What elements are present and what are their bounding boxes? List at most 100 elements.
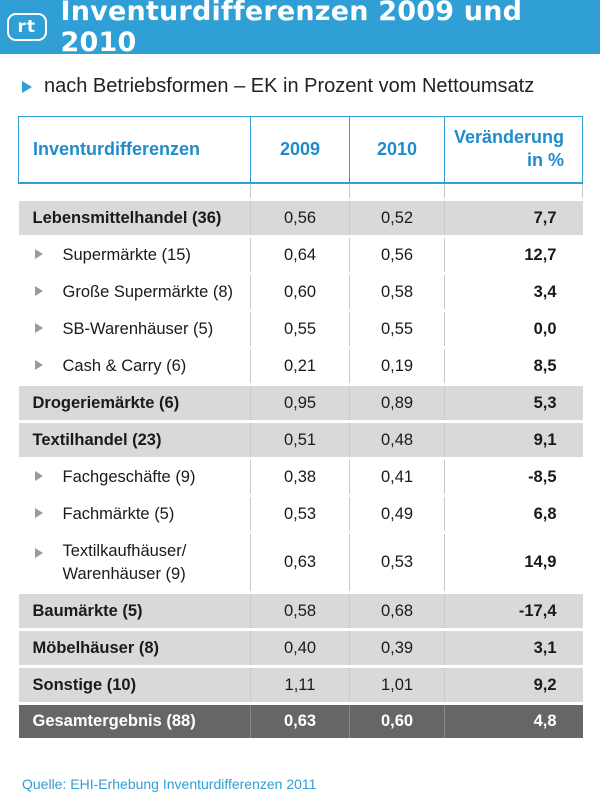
row-label: Baumärkte (5) bbox=[18, 592, 251, 631]
row-label-text: Cash & Carry (6) bbox=[62, 356, 187, 375]
group-row: Möbelhäuser (8) 0,40 0,39 3,1 bbox=[18, 629, 583, 668]
subcategory-row: Supermärkte (15) 0,64 0,56 12,7 bbox=[18, 236, 583, 275]
value-2009: 0,63 bbox=[250, 703, 350, 741]
row-label: Fachmärkte (5) bbox=[18, 495, 251, 534]
value-2010: 0,55 bbox=[349, 310, 445, 349]
change-value: 3,4 bbox=[444, 273, 583, 312]
change-value: 12,7 bbox=[444, 236, 583, 275]
value-2009: 0,55 bbox=[250, 310, 350, 349]
row-arrow-icon bbox=[34, 323, 43, 334]
group-row: Drogeriemärkte (6) 0,95 0,89 5,3 bbox=[18, 384, 583, 423]
subtitle: nach Betriebsformen – EK in Prozent vom … bbox=[22, 75, 534, 98]
row-label-text: Textilhandel (23) bbox=[32, 430, 162, 449]
change-value: -8,5 bbox=[444, 458, 583, 497]
value-2009: 1,11 bbox=[250, 666, 350, 705]
change-value: -17,4 bbox=[444, 592, 583, 631]
value-2009: 0,58 bbox=[250, 592, 350, 631]
value-2010: 0,58 bbox=[349, 273, 445, 312]
subcategory-row: Große Supermärkte (8) 0,60 0,58 3,4 bbox=[18, 273, 583, 312]
value-2009: 0,21 bbox=[250, 347, 350, 386]
value-2010: 0,48 bbox=[349, 421, 445, 460]
row-label: Große Supermärkte (8) bbox=[18, 273, 251, 312]
row-arrow-icon bbox=[34, 249, 43, 260]
page-title: Inventurdifferenzen 2009 und 2010 bbox=[60, 0, 523, 58]
subcategory-row: SB-Warenhäuser (5) 0,55 0,55 0,0 bbox=[18, 310, 583, 349]
value-2009: 0,38 bbox=[250, 458, 350, 497]
row-label-text: SB-Warenhäuser (5) bbox=[62, 319, 214, 338]
change-value: 3,1 bbox=[444, 629, 583, 668]
change-value: 14,9 bbox=[444, 532, 583, 594]
row-arrow-icon bbox=[34, 360, 43, 371]
row-arrow-icon bbox=[34, 286, 43, 297]
group-row: Lebensmittelhandel (36) 0,56 0,52 7,7 bbox=[18, 199, 583, 238]
subtitle-text: nach Betriebsformen – EK in Prozent vom … bbox=[44, 75, 535, 97]
total-row: Gesamtergebnis (88) 0,63 0,60 4,8 bbox=[18, 703, 583, 741]
triangle-bullet-icon bbox=[22, 80, 32, 93]
row-label-text: Möbelhäuser (8) bbox=[32, 638, 160, 657]
row-label-text: Supermärkte (15) bbox=[62, 245, 191, 264]
change-value: 9,1 bbox=[444, 421, 583, 460]
row-label: Möbelhäuser (8) bbox=[18, 629, 251, 668]
data-table-container: Inventurdifferenzen 2009 2010 Veränderun… bbox=[18, 116, 583, 741]
row-label-text: Drogeriemärkte (6) bbox=[32, 393, 180, 412]
group-row: Textilhandel (23) 0,51 0,48 9,1 bbox=[18, 421, 583, 460]
value-2009: 0,53 bbox=[250, 495, 350, 534]
value-2010: 1,01 bbox=[349, 666, 445, 705]
subcategory-row: Fachgeschäfte (9) 0,38 0,41 -8,5 bbox=[18, 458, 583, 497]
change-value: 7,7 bbox=[444, 199, 583, 238]
row-label: Supermärkte (15) bbox=[18, 236, 251, 275]
row-label-text: Gesamtergebnis (88) bbox=[32, 712, 196, 730]
row-label: Gesamtergebnis (88) bbox=[18, 703, 251, 741]
value-2010: 0,68 bbox=[349, 592, 445, 631]
column-header-2010: 2010 bbox=[349, 116, 445, 184]
source-note: Quelle: EHI-Erhebung Inventurdifferenzen… bbox=[22, 776, 317, 792]
value-2010: 0,52 bbox=[349, 199, 445, 238]
row-label: Fachgeschäfte (9) bbox=[18, 458, 251, 497]
row-label: Textilhandel (23) bbox=[18, 421, 251, 460]
row-label-text: Sonstige (10) bbox=[32, 675, 137, 694]
row-label-text: Baumärkte (5) bbox=[32, 601, 143, 620]
value-2010: 0,19 bbox=[349, 347, 445, 386]
subcategory-row: Cash & Carry (6) 0,21 0,19 8,5 bbox=[18, 347, 583, 386]
row-label-text: Fachgeschäfte (9) bbox=[62, 467, 196, 486]
table-body: Lebensmittelhandel (36) 0,56 0,52 7,7 Superm… bbox=[18, 182, 583, 741]
row-label-text: Fachmärkte (5) bbox=[62, 504, 175, 523]
value-2009: 0,56 bbox=[250, 199, 350, 238]
row-arrow-icon bbox=[34, 471, 43, 482]
subcategory-row: Textilkaufhäuser/ Warenhäuser (9) 0,63 0,5… bbox=[18, 532, 583, 594]
change-value: 5,3 bbox=[444, 384, 583, 423]
rt-logo: rt bbox=[7, 13, 47, 41]
row-label-text: Lebensmittelhandel (36) bbox=[32, 208, 222, 227]
row-arrow-icon bbox=[34, 547, 43, 558]
change-value: 6,8 bbox=[444, 495, 583, 534]
value-2009: 0,51 bbox=[250, 421, 350, 460]
value-2010: 0,41 bbox=[349, 458, 445, 497]
value-2010: 0,89 bbox=[349, 384, 445, 423]
change-value: 0,0 bbox=[444, 310, 583, 349]
row-label: Cash & Carry (6) bbox=[18, 347, 251, 386]
value-2010: 0,60 bbox=[349, 703, 445, 741]
table-header-row: Inventurdifferenzen 2009 2010 Veränderun… bbox=[18, 116, 583, 184]
row-label: Lebensmittelhandel (36) bbox=[18, 199, 251, 238]
change-value: 8,5 bbox=[444, 347, 583, 386]
row-label: Drogeriemärkte (6) bbox=[18, 384, 251, 423]
row-label-text: Textilkaufhäuser/ Warenhäuser (9) bbox=[62, 541, 187, 583]
change-value: 4,8 bbox=[444, 703, 583, 741]
value-2009: 0,40 bbox=[250, 629, 350, 668]
value-2010: 0,39 bbox=[349, 629, 445, 668]
column-header-change: Veränderung in % bbox=[444, 116, 583, 184]
value-2009: 0,64 bbox=[250, 236, 350, 275]
value-2009: 0,95 bbox=[250, 384, 350, 423]
row-arrow-icon bbox=[34, 508, 43, 519]
value-2010: 0,53 bbox=[349, 532, 445, 594]
row-label-text: Große Supermärkte (8) bbox=[62, 282, 234, 301]
group-row: Baumärkte (5) 0,58 0,68 -17,4 bbox=[18, 592, 583, 631]
subcategory-row: Fachmärkte (5) 0,53 0,49 6,8 bbox=[18, 495, 583, 534]
column-header-2009: 2009 bbox=[250, 116, 350, 184]
column-header-category: Inventurdifferenzen bbox=[18, 116, 251, 184]
spacer-row bbox=[18, 182, 583, 201]
value-2009: 0,63 bbox=[250, 532, 350, 594]
change-value: 9,2 bbox=[444, 666, 583, 705]
group-row: Sonstige (10) 1,11 1,01 9,2 bbox=[18, 666, 583, 705]
row-label: SB-Warenhäuser (5) bbox=[18, 310, 251, 349]
